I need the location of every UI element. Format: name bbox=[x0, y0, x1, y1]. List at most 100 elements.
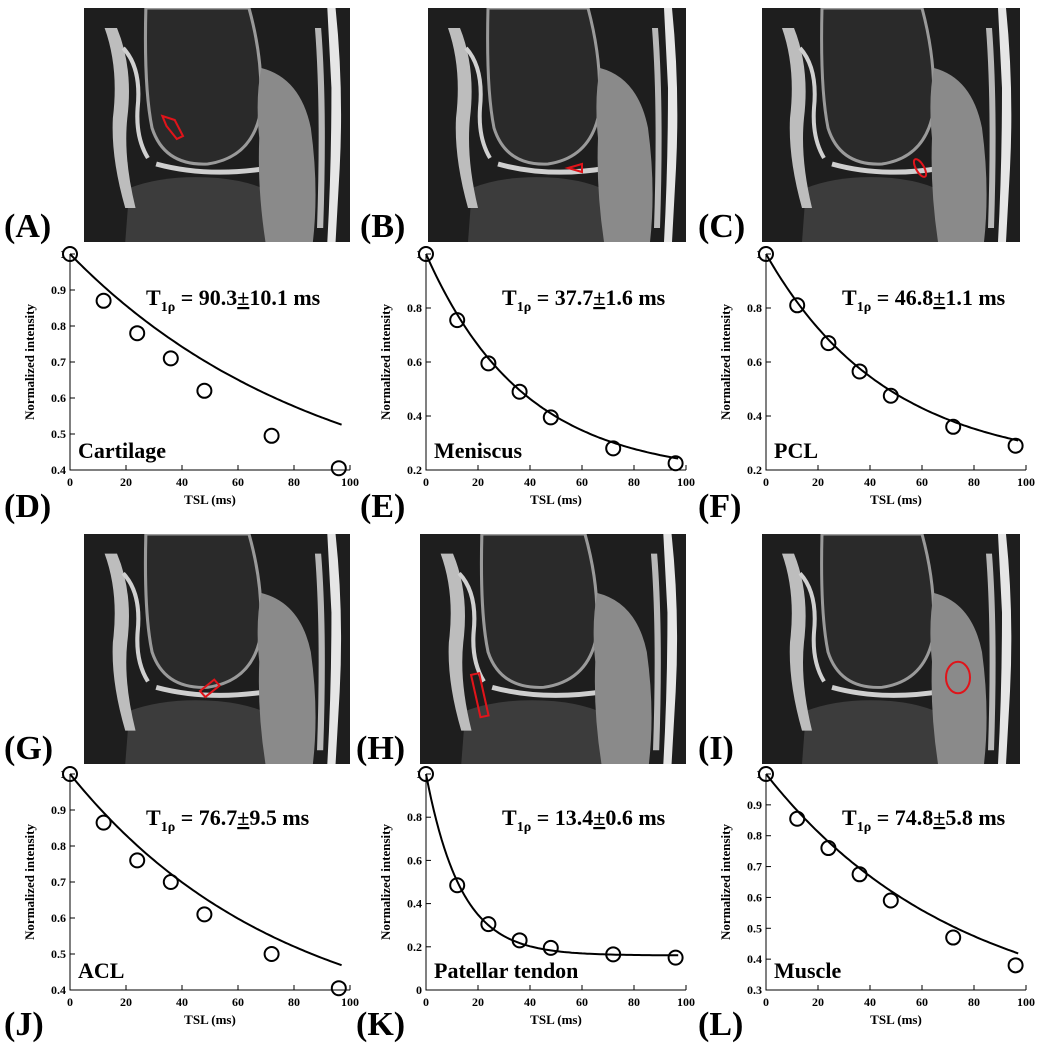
data-point bbox=[851, 363, 868, 380]
y-tick-label: 0.4 bbox=[407, 409, 422, 423]
mri-image-c bbox=[762, 8, 1020, 242]
y-tick-label: 0.5 bbox=[747, 921, 762, 935]
data-point bbox=[820, 840, 837, 857]
y-tick-label: 0.9 bbox=[51, 803, 66, 817]
x-tick-label: 20 bbox=[812, 475, 824, 489]
x-tick-label: 40 bbox=[524, 995, 536, 1009]
y-tick-label: 0.7 bbox=[747, 860, 762, 874]
roi-meniscus bbox=[564, 162, 583, 174]
data-point bbox=[449, 877, 466, 894]
x-tick-label: 60 bbox=[232, 475, 244, 489]
data-point bbox=[789, 810, 806, 827]
x-tick-label: 40 bbox=[864, 995, 876, 1009]
t1rho-annotation: T1ρ = 90.3±10.1 ms bbox=[146, 285, 321, 315]
y-tick-label: 0.7 bbox=[51, 355, 66, 369]
data-point bbox=[330, 460, 347, 477]
tissue-label: ACL bbox=[78, 958, 124, 983]
x-tick-label: 0 bbox=[423, 475, 429, 489]
data-point bbox=[418, 246, 434, 262]
data-point bbox=[129, 325, 146, 342]
panel-label-l: (L) bbox=[698, 1006, 744, 1043]
x-tick-label: 80 bbox=[968, 995, 980, 1009]
y-tick-label: 0.4 bbox=[747, 409, 762, 423]
data-point bbox=[62, 246, 78, 262]
y-tick-label: 0.6 bbox=[407, 355, 422, 369]
y-tick-label: 0.6 bbox=[51, 911, 66, 925]
t1rho-annotation: T1ρ = 46.8±1.1 ms bbox=[842, 285, 1006, 315]
x-tick-label: 80 bbox=[628, 475, 640, 489]
x-tick-label: 20 bbox=[812, 995, 824, 1009]
x-tick-label: 20 bbox=[472, 475, 484, 489]
data-point bbox=[851, 866, 868, 883]
t1rho-annotation: T1ρ = 76.7±9.5 ms bbox=[146, 805, 310, 835]
x-axis-label: TSL (ms) bbox=[530, 1012, 582, 1027]
roi-acl bbox=[198, 678, 221, 699]
plot-f: 0 20 40 60 80 100 0.2 0.4 0.6 0.8 1 TSL (ms) Normali… bbox=[696, 244, 1036, 516]
data-point bbox=[129, 852, 146, 869]
y-axis-label: Normalized intensity bbox=[718, 824, 733, 940]
y-axis-label: Normalized intensity bbox=[22, 824, 37, 940]
data-point bbox=[945, 418, 962, 435]
y-tick-label: 0.8 bbox=[407, 301, 422, 315]
x-tick-label: 100 bbox=[1017, 995, 1035, 1009]
panel-label-j: (J) bbox=[4, 1006, 44, 1043]
mri-knee-sagittal-icon bbox=[762, 8, 1020, 242]
y-tick-label: 0.8 bbox=[51, 839, 66, 853]
x-tick-label: 80 bbox=[288, 995, 300, 1009]
data-point bbox=[330, 980, 347, 997]
data-point bbox=[945, 929, 962, 946]
y-tick-label: 0.8 bbox=[51, 319, 66, 333]
data-point bbox=[511, 932, 528, 949]
panel-label-c: (C) bbox=[698, 208, 746, 245]
fit-curve bbox=[69, 773, 342, 967]
fit-curve bbox=[765, 253, 1019, 442]
data-point bbox=[1007, 437, 1024, 454]
y-tick-label: 0.4 bbox=[407, 897, 422, 911]
panel-label-h: (H) bbox=[356, 730, 406, 767]
y-tick-label: 0.2 bbox=[407, 940, 422, 954]
x-tick-label: 100 bbox=[341, 995, 359, 1009]
mri-knee-sagittal-icon bbox=[762, 534, 1020, 764]
y-tick-label: 0.5 bbox=[51, 947, 66, 961]
fit-curve bbox=[425, 773, 679, 957]
x-tick-label: 20 bbox=[472, 995, 484, 1009]
x-tick-label: 80 bbox=[968, 475, 980, 489]
x-tick-label: 100 bbox=[677, 995, 695, 1009]
x-tick-label: 100 bbox=[677, 475, 695, 489]
x-tick-label: 60 bbox=[916, 995, 928, 1009]
y-tick-label: 0.9 bbox=[51, 283, 66, 297]
y-tick-label: 0 bbox=[416, 983, 422, 997]
data-point bbox=[667, 455, 684, 472]
x-tick-label: 80 bbox=[288, 475, 300, 489]
x-tick-label: 60 bbox=[576, 475, 588, 489]
data-point bbox=[62, 766, 78, 782]
x-tick-label: 40 bbox=[176, 995, 188, 1009]
data-point bbox=[418, 766, 434, 782]
y-axis-label: Normalized intensity bbox=[718, 304, 733, 420]
data-point bbox=[263, 427, 280, 444]
x-tick-label: 100 bbox=[341, 475, 359, 489]
mri-image-a bbox=[84, 8, 350, 242]
mri-knee-sagittal-icon bbox=[420, 534, 686, 764]
data-point bbox=[480, 916, 497, 933]
panel-label-k: (K) bbox=[356, 1006, 406, 1043]
fit-curve bbox=[69, 253, 342, 426]
data-point bbox=[263, 946, 280, 962]
fit-curve bbox=[765, 773, 1019, 955]
panel-label-a: (A) bbox=[4, 208, 52, 245]
x-axis-label: TSL (ms) bbox=[870, 492, 922, 507]
mri-image-i bbox=[762, 534, 1020, 764]
mri-image-h bbox=[420, 534, 686, 764]
panel-label-e: (E) bbox=[360, 488, 406, 525]
data-point bbox=[511, 383, 528, 400]
x-tick-label: 60 bbox=[916, 475, 928, 489]
tissue-label: Cartilage bbox=[78, 438, 166, 463]
panel-label-b: (B) bbox=[360, 208, 406, 245]
y-tick-label: 0.4 bbox=[51, 463, 66, 477]
panel-label-i: (I) bbox=[698, 730, 734, 767]
x-tick-label: 100 bbox=[1017, 475, 1035, 489]
plot-j: 0 20 40 60 80 100 0.4 0.5 0.6 0.7 0.8 0.9 1 TSL (ms) N… bbox=[0, 764, 360, 1036]
data-point bbox=[449, 312, 466, 329]
x-tick-label: 0 bbox=[763, 475, 769, 489]
roi-patellar-tendon bbox=[469, 672, 490, 719]
